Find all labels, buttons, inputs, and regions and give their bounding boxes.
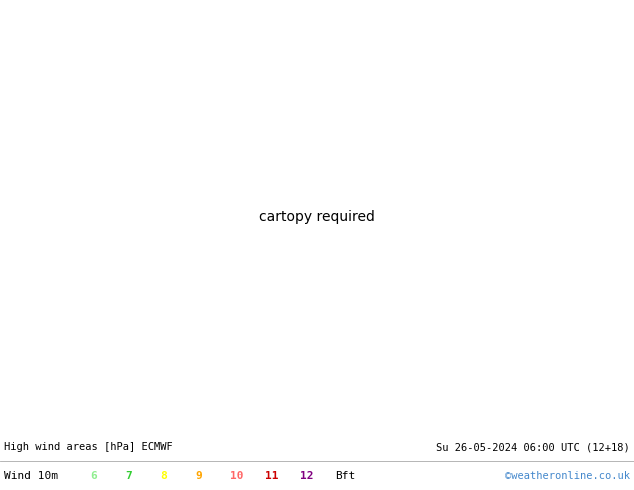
Text: 12: 12 [300, 471, 313, 482]
Text: 11: 11 [265, 471, 278, 482]
Text: 9: 9 [195, 471, 202, 482]
Text: High wind areas [hPa] ECMWF: High wind areas [hPa] ECMWF [4, 442, 172, 452]
Text: 6: 6 [90, 471, 97, 482]
Text: 10: 10 [230, 471, 243, 482]
Text: Wind 10m: Wind 10m [4, 471, 58, 482]
Text: Su 26-05-2024 06:00 UTC (12+18): Su 26-05-2024 06:00 UTC (12+18) [436, 442, 630, 452]
Text: ©weatheronline.co.uk: ©weatheronline.co.uk [505, 471, 630, 482]
Text: 8: 8 [160, 471, 167, 482]
Text: 7: 7 [125, 471, 132, 482]
Text: cartopy required: cartopy required [259, 210, 375, 224]
Text: Bft: Bft [335, 471, 355, 482]
